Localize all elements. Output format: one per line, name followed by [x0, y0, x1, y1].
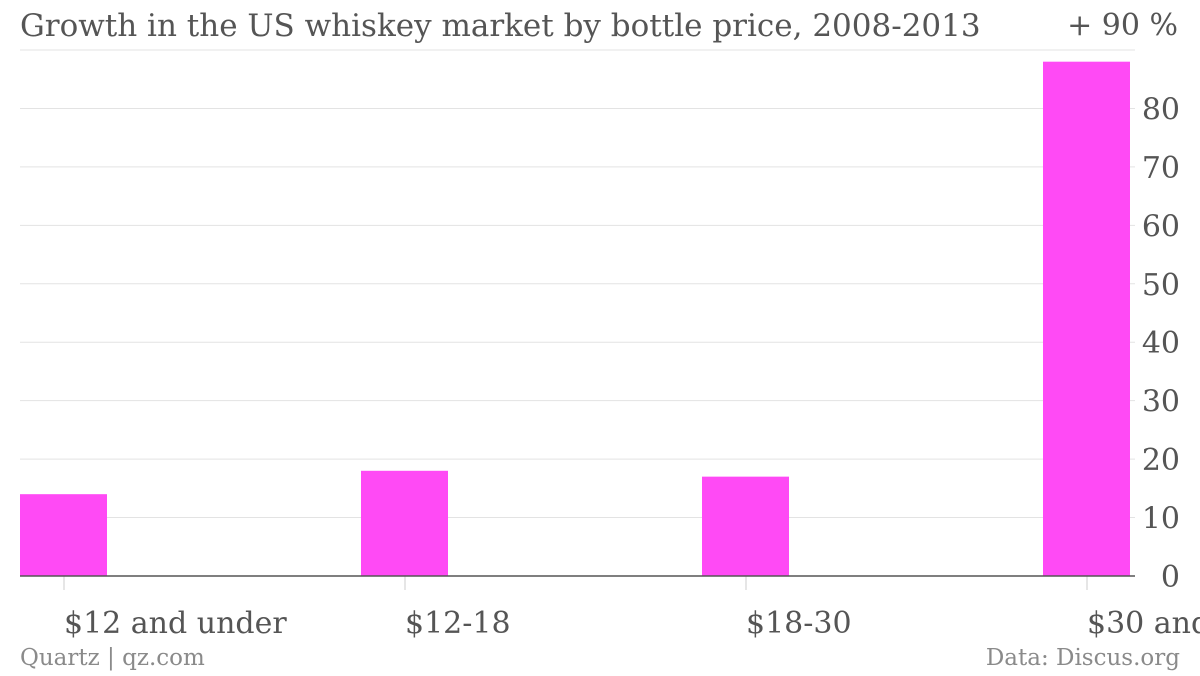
x-tick-label: $12 and under: [64, 606, 287, 641]
x-tick-label: $18-30: [746, 606, 852, 641]
bar: [1043, 61, 1130, 576]
y-tick-label: 80: [1142, 92, 1180, 127]
bar: [361, 470, 448, 576]
y-tick-label: 50: [1142, 268, 1180, 303]
credit-text: Quartz | qz.com: [20, 645, 205, 671]
chart-title: Growth in the US whiskey market by bottl…: [20, 8, 981, 44]
y-tick-label: 30: [1142, 385, 1180, 420]
y-tick-label: 10: [1142, 502, 1180, 537]
y-tick-label: 0: [1161, 560, 1180, 595]
y-axis-max-label: + 90 %: [1067, 8, 1178, 43]
y-tick-label: 70: [1142, 151, 1180, 186]
x-tick-label: $12-18: [405, 606, 511, 641]
bar: [702, 476, 789, 576]
y-tick-label: 40: [1142, 326, 1180, 361]
y-tick-label: 20: [1142, 443, 1180, 478]
source-text: Data: Discus.org: [985, 645, 1180, 671]
x-tick-label: $30 and up: [1087, 606, 1200, 641]
bar: [20, 494, 107, 576]
y-tick-label: 60: [1142, 209, 1180, 244]
